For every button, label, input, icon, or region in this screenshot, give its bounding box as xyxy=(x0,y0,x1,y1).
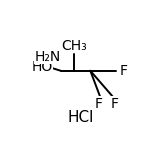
Text: HO: HO xyxy=(31,60,52,74)
Text: HCl: HCl xyxy=(67,110,94,125)
Text: H₂N: H₂N xyxy=(35,50,61,63)
Text: F: F xyxy=(95,97,103,111)
Text: F: F xyxy=(119,64,127,78)
Text: F: F xyxy=(111,97,119,111)
Text: CH₃: CH₃ xyxy=(62,39,87,53)
